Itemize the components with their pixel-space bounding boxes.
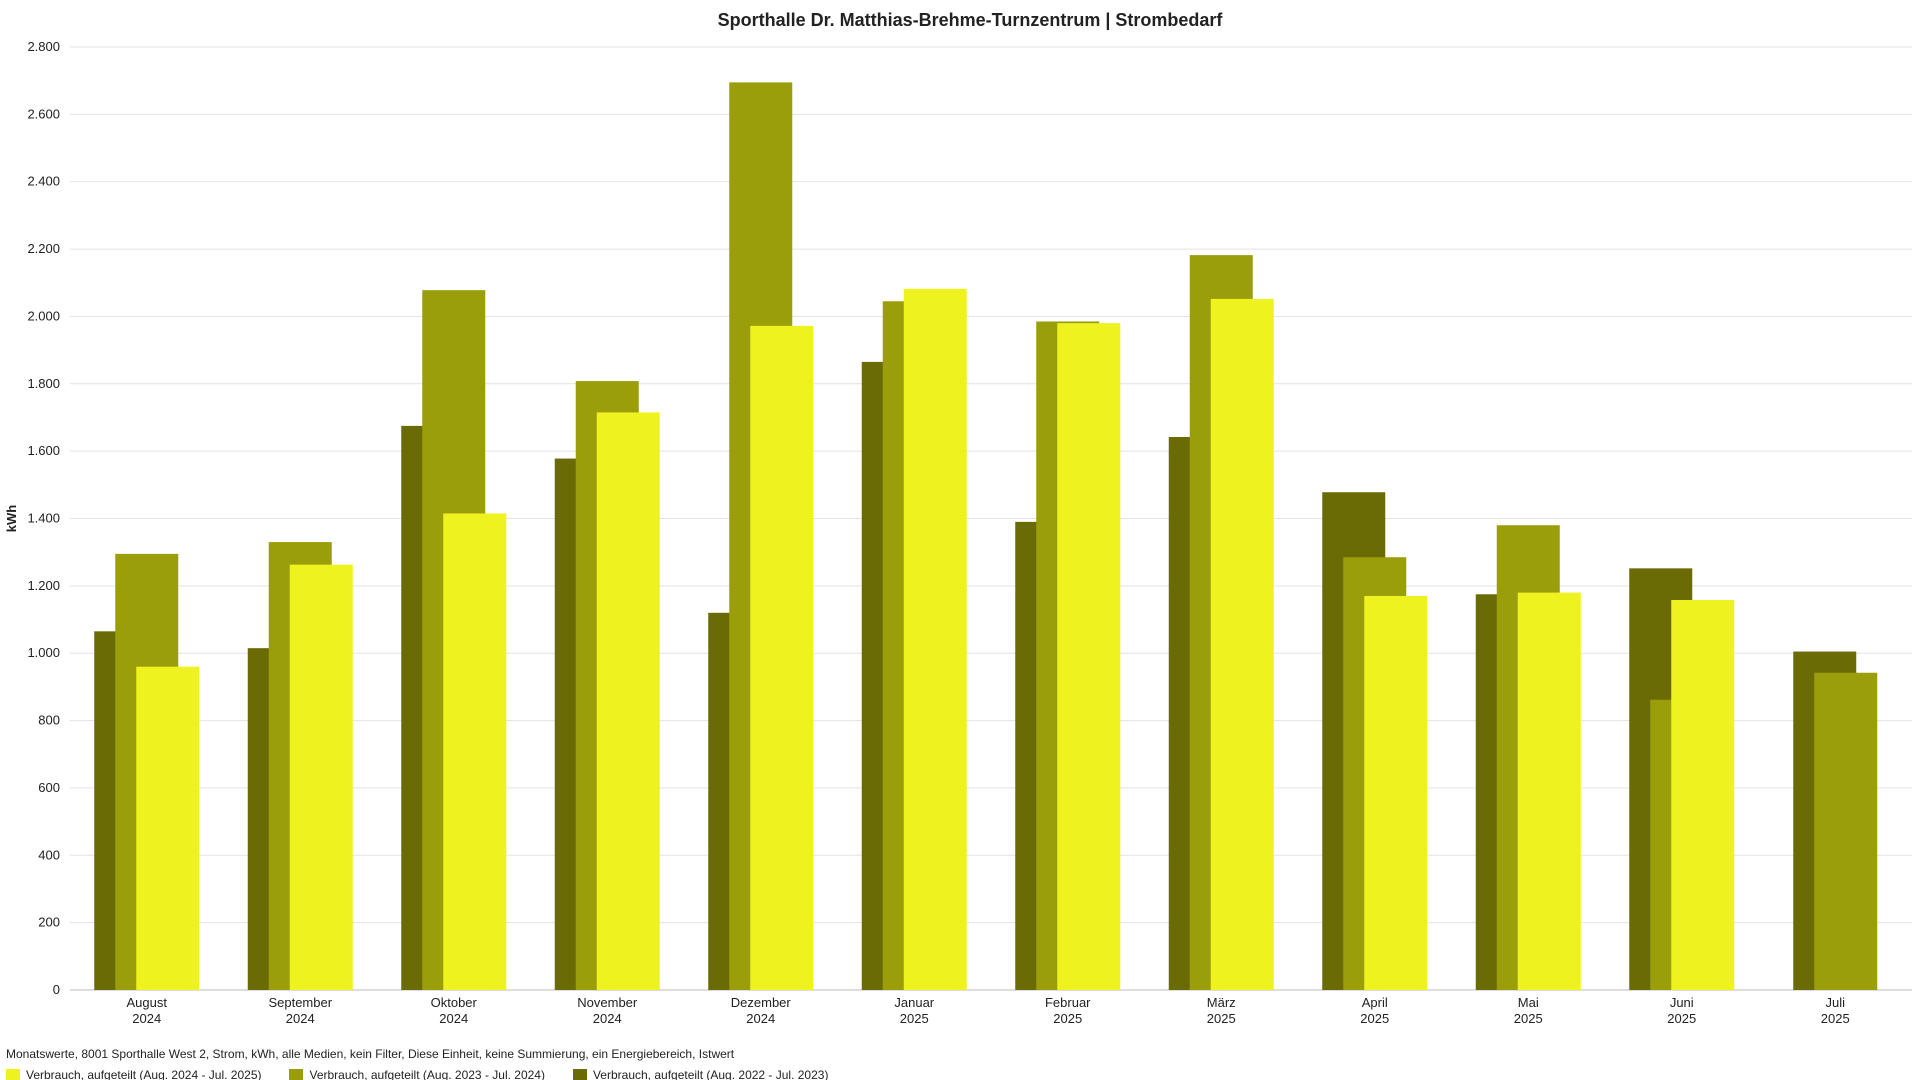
x-tick-label-year: 2025	[1821, 1011, 1850, 1026]
x-tick-label-month: Januar	[894, 995, 934, 1010]
bar-series-2-oktober[interactable]	[443, 513, 507, 990]
x-tick-label-month: April	[1362, 995, 1388, 1010]
x-tick-label-year: 2024	[746, 1011, 775, 1026]
x-tick-label-year: 2025	[1207, 1011, 1236, 1026]
bar-series-2-juni[interactable]	[1671, 600, 1735, 990]
x-tick-label-month: März	[1207, 995, 1236, 1010]
x-tick-label-month: Juni	[1670, 995, 1694, 1010]
x-tick-label-month: August	[127, 995, 168, 1010]
bar-series-2-januar[interactable]	[903, 288, 967, 990]
y-axis: 0 200 400 600 800 1.000 1.200 1.400 1.600 1.800 2.…	[27, 39, 60, 997]
y-tick-label: 200	[38, 915, 60, 930]
x-tick-label-month: Februar	[1045, 995, 1091, 1010]
gridlines	[70, 46, 1912, 991]
bar-series-2-märz[interactable]	[1210, 298, 1274, 990]
legend-item[interactable]: Verbrauch, aufgeteilt (Aug. 2022 - Jul. …	[572, 1068, 829, 1080]
y-tick-label: 600	[38, 780, 60, 795]
legend: Verbrauch, aufgeteilt (Aug. 2024 - Jul. …	[6, 1068, 856, 1080]
y-tick-label: 1.400	[27, 511, 60, 526]
y-tick-label: 1.800	[27, 376, 60, 391]
x-tick-label-year: 2024	[593, 1011, 622, 1026]
legend-swatch	[289, 1069, 304, 1080]
y-tick-label: 1.200	[27, 578, 60, 593]
x-tick-label-year: 2025	[1667, 1011, 1696, 1026]
bar-series-1-juli[interactable]	[1814, 672, 1878, 990]
x-tick-label-year: 2025	[1053, 1011, 1082, 1026]
legend-item[interactable]: Verbrauch, aufgeteilt (Aug. 2024 - Jul. …	[6, 1068, 261, 1080]
x-tick-label-month: Juli	[1825, 995, 1845, 1010]
x-tick-label-year: 2025	[1514, 1011, 1543, 1026]
chart-caption: Monatswerte, 8001 Sporthalle West 2, Str…	[6, 1047, 735, 1061]
y-tick-label: 2.000	[27, 308, 60, 323]
bar-series-2-september[interactable]	[289, 564, 353, 990]
bar-series-2-august[interactable]	[136, 666, 200, 990]
y-tick-label: 2.200	[27, 241, 60, 256]
legend-label: Verbrauch, aufgeteilt (Aug. 2022 - Jul. …	[592, 1068, 829, 1080]
y-tick-label: 2.400	[27, 174, 60, 189]
bar-series-2-februar[interactable]	[1057, 323, 1121, 990]
x-tick-label-month: September	[268, 995, 332, 1010]
x-tick-label-year: 2024	[439, 1011, 468, 1026]
legend-label: Verbrauch, aufgeteilt (Aug. 2024 - Jul. …	[26, 1068, 262, 1080]
x-tick-label-year: 2024	[286, 1011, 315, 1026]
x-tick-label-year: 2024	[132, 1011, 161, 1026]
x-tick-label-month: Mai	[1518, 995, 1539, 1010]
y-tick-label: 0	[53, 982, 60, 997]
y-tick-label: 400	[38, 847, 60, 862]
bar-series-2-november[interactable]	[596, 412, 660, 991]
legend-item[interactable]: Verbrauch, aufgeteilt (Aug. 2023 - Jul. …	[289, 1068, 545, 1080]
bar-series-2-dezember[interactable]	[750, 325, 814, 990]
x-tick-label-month: Oktober	[431, 995, 478, 1010]
legend-swatch	[6, 1069, 20, 1080]
y-tick-label: 1.000	[27, 645, 60, 660]
y-tick-label: 800	[38, 713, 60, 728]
x-axis: August2024September2024Oktober2024Novemb…	[127, 995, 1850, 1026]
y-axis-label: kWh	[4, 505, 19, 533]
x-tick-label-year: 2025	[900, 1011, 929, 1026]
y-tick-label: 1.600	[27, 443, 60, 458]
bar-series-2-april[interactable]	[1364, 595, 1428, 990]
x-tick-label-month: Dezember	[731, 995, 792, 1010]
x-tick-label-month: November	[577, 995, 638, 1010]
y-tick-label: 2.600	[27, 106, 60, 121]
legend-swatch	[572, 1069, 587, 1080]
bar-series-2-mai[interactable]	[1517, 592, 1581, 990]
bars	[94, 82, 1878, 991]
y-tick-label: 2.800	[27, 39, 60, 54]
x-tick-label-year: 2025	[1360, 1011, 1389, 1026]
legend-label: Verbrauch, aufgeteilt (Aug. 2023 - Jul. …	[309, 1068, 545, 1080]
chart-title: Sporthalle Dr. Matthias-Brehme-Turnzentr…	[718, 10, 1224, 30]
